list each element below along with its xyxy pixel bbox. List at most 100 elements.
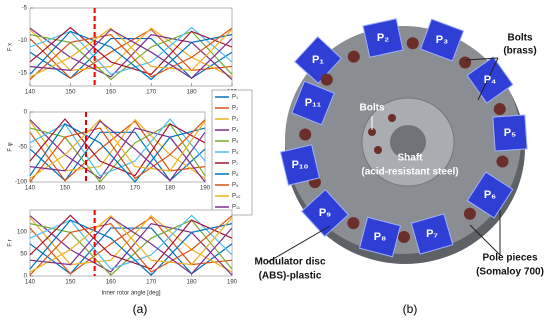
y-axis-label: F r bbox=[8, 239, 14, 246]
caption: (a) bbox=[133, 302, 148, 316]
pole-piece bbox=[279, 144, 321, 186]
x-tick-label: 150 bbox=[65, 280, 76, 286]
pole-pieces-label: Pole pieces bbox=[482, 253, 537, 264]
arrow bbox=[267, 225, 331, 263]
legend-label: P₁₁ bbox=[232, 205, 240, 211]
rotor-diagram bbox=[279, 18, 528, 264]
pole-label: P₉ bbox=[319, 207, 331, 219]
bolt bbox=[347, 217, 360, 230]
bolt bbox=[406, 37, 419, 50]
x-tick-label: 150 bbox=[65, 90, 76, 96]
pole-piece bbox=[362, 18, 404, 58]
y-tick-label: -100 bbox=[15, 180, 28, 186]
series-line bbox=[29, 120, 206, 182]
bolt bbox=[374, 146, 382, 154]
legend-label: P₆ bbox=[232, 150, 239, 156]
bolt bbox=[368, 128, 376, 136]
series-line bbox=[29, 118, 206, 179]
series-line bbox=[29, 219, 233, 276]
x-tick-label: 140 bbox=[25, 280, 36, 286]
pole-piece bbox=[358, 216, 402, 258]
bolt bbox=[459, 56, 472, 69]
pole-piece bbox=[301, 188, 349, 238]
x-tick-label: 160 bbox=[106, 280, 117, 286]
series-line bbox=[29, 214, 233, 270]
x-tick-label: 140 bbox=[25, 186, 36, 192]
x-tick-label: 150 bbox=[60, 186, 71, 192]
plot-area bbox=[29, 209, 233, 277]
x-tick-label: 180 bbox=[187, 280, 198, 286]
pole-pieces-label: (Somaloy 700) bbox=[476, 267, 544, 278]
legend-label: P₉ bbox=[232, 183, 239, 189]
pole-label: P₃ bbox=[436, 34, 448, 46]
series-line bbox=[29, 30, 233, 81]
legend-label: P₃ bbox=[232, 117, 239, 123]
x-tick-label: 170 bbox=[130, 186, 141, 192]
pole-piece bbox=[291, 80, 335, 126]
legend-label: P₇ bbox=[232, 161, 238, 167]
pole-piece bbox=[466, 56, 514, 104]
y-axis-label: F x bbox=[8, 43, 14, 51]
y-tick-label: -10 bbox=[18, 38, 27, 44]
series-line bbox=[29, 27, 233, 80]
x-tick-label: 170 bbox=[146, 90, 157, 96]
legend-label: P₂ bbox=[232, 106, 239, 112]
legend-label: P₁₀ bbox=[232, 194, 241, 200]
bolt bbox=[347, 50, 360, 63]
bolt bbox=[397, 230, 410, 243]
legend-label: P₈ bbox=[232, 172, 239, 178]
legend-label: P₅ bbox=[232, 139, 239, 145]
bolt bbox=[320, 73, 333, 86]
shaft bbox=[390, 125, 426, 159]
bolt bbox=[496, 155, 509, 168]
pole-label: P₈ bbox=[374, 231, 387, 243]
y-tick-label: -5 bbox=[22, 6, 28, 12]
shaft-label: (acid-resistant steel) bbox=[361, 167, 458, 178]
series-line bbox=[29, 27, 233, 78]
x-tick-label: 160 bbox=[95, 186, 106, 192]
caption: (b) bbox=[403, 302, 418, 316]
x-tick-label: 180 bbox=[187, 90, 198, 96]
legend-label: P₄ bbox=[232, 128, 239, 134]
series-line bbox=[29, 227, 233, 275]
shaft-label: Shaft bbox=[398, 153, 424, 164]
bolt bbox=[493, 103, 506, 116]
y-tick-label: -50 bbox=[18, 145, 27, 151]
series-line bbox=[29, 215, 233, 276]
series-line bbox=[29, 118, 206, 177]
pole-piece bbox=[419, 18, 465, 62]
pole-label: P₁₁ bbox=[305, 97, 322, 109]
bolts-label: Bolts bbox=[360, 103, 385, 114]
bolt bbox=[299, 128, 312, 141]
bolt bbox=[388, 114, 396, 122]
y-axis-label: F φ bbox=[8, 142, 14, 151]
series-line bbox=[29, 37, 233, 79]
x-axis-label: Inner rotor angle [deg] bbox=[101, 291, 160, 297]
arrow bbox=[477, 57, 499, 101]
y-tick-label: 50 bbox=[20, 252, 27, 258]
bolts-brass-label: Bolts bbox=[508, 33, 533, 44]
pole-label: P₄ bbox=[484, 74, 497, 86]
bolt bbox=[463, 207, 476, 220]
bolts-brass-label: (brass) bbox=[503, 46, 536, 57]
x-tick-label: 170 bbox=[146, 280, 157, 286]
series-line bbox=[29, 26, 233, 75]
series-line bbox=[29, 131, 206, 182]
x-tick-label: 140 bbox=[25, 90, 36, 96]
x-tick-label: 180 bbox=[165, 186, 176, 192]
legend-label: P₁ bbox=[232, 95, 238, 101]
modulator-label: Modulator disc bbox=[254, 257, 326, 268]
arrow bbox=[465, 57, 499, 61]
y-tick-label: 100 bbox=[17, 230, 28, 236]
modulator-label: (ABS)-plastic bbox=[259, 271, 322, 282]
pole-piece bbox=[410, 213, 454, 255]
pole-piece bbox=[294, 35, 342, 85]
y-tick-label: 0 bbox=[24, 274, 28, 280]
series-line bbox=[29, 28, 233, 79]
series-line bbox=[29, 123, 206, 183]
pole-piece bbox=[492, 114, 528, 152]
series-line bbox=[29, 214, 233, 273]
arrow bbox=[469, 224, 501, 256]
pole-label: P₁₀ bbox=[292, 159, 309, 171]
